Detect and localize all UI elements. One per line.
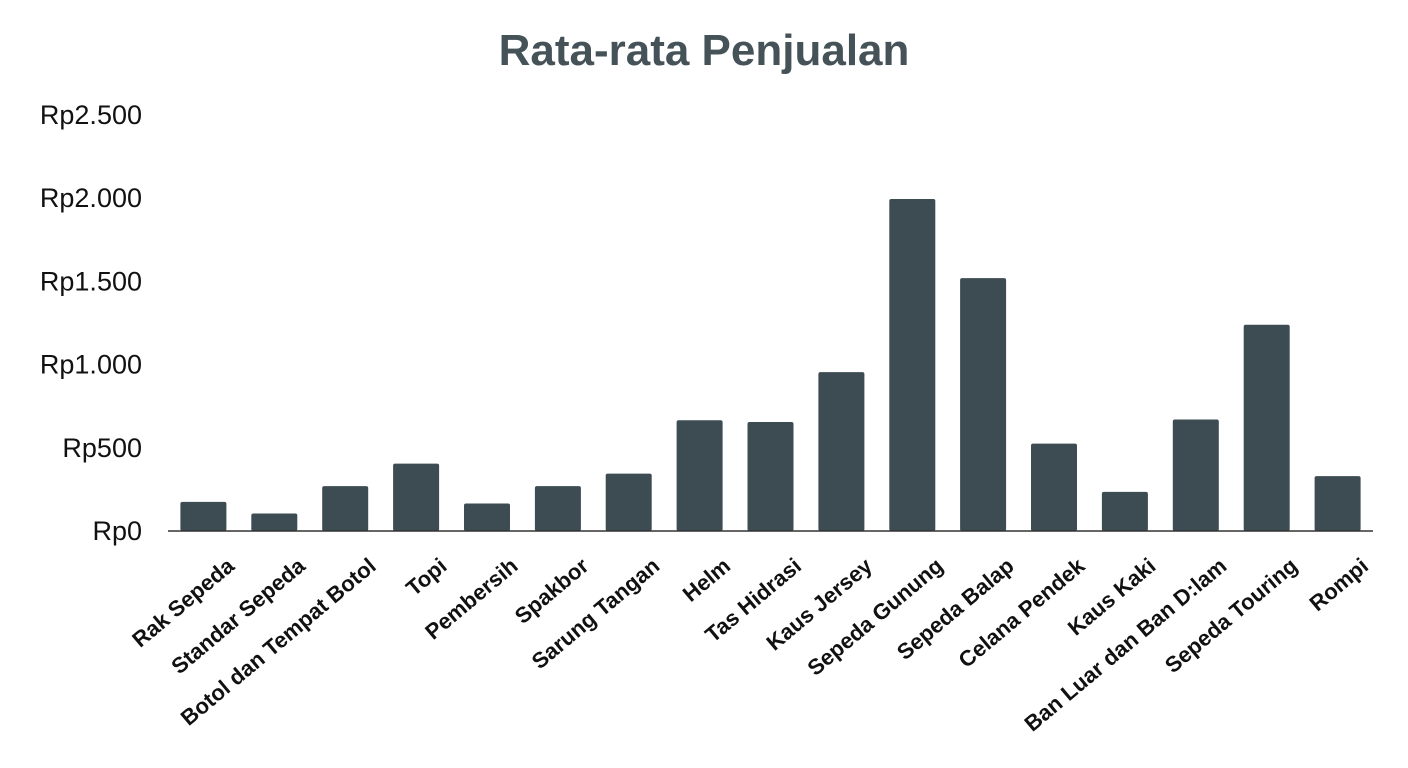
bar bbox=[1314, 476, 1361, 531]
y-tick-label: Rp1.500 bbox=[40, 266, 142, 296]
bar bbox=[464, 503, 510, 531]
chart-title: Rata-rata Penjualan bbox=[498, 26, 910, 75]
y-tick-label: Rp1.000 bbox=[40, 350, 142, 380]
bar bbox=[747, 422, 794, 531]
bar bbox=[1172, 419, 1219, 531]
bar bbox=[960, 278, 1007, 531]
x-tick-label: Sarung Tangan bbox=[527, 553, 664, 674]
bar bbox=[534, 486, 581, 531]
bar bbox=[251, 513, 298, 531]
x-tick-label: Celana Pendek bbox=[954, 552, 1091, 672]
x-tick-label: Topi bbox=[401, 553, 451, 601]
x-tick-label: Rompi bbox=[1305, 553, 1374, 616]
bar bbox=[322, 486, 369, 531]
y-axis: Rp0 Rp500 Rp1.000 Rp1.500 Rp2.000 Rp2.500 bbox=[40, 100, 142, 546]
y-tick-label: Rp2.500 bbox=[40, 100, 142, 130]
bar bbox=[605, 473, 652, 531]
bar bbox=[393, 463, 440, 531]
x-tick-label: Sepeda Touring bbox=[1160, 553, 1302, 678]
y-tick-label: Rp0 bbox=[92, 516, 142, 546]
bar bbox=[1101, 491, 1148, 531]
y-tick-label: Rp2.000 bbox=[40, 183, 142, 213]
bar bbox=[1243, 324, 1290, 531]
bar bbox=[889, 199, 936, 531]
bars bbox=[180, 199, 1361, 531]
bar bbox=[1031, 443, 1077, 531]
bar bbox=[676, 420, 723, 531]
bar bbox=[180, 501, 227, 531]
x-tick-label: Helm bbox=[678, 553, 735, 607]
bar bbox=[818, 372, 865, 531]
y-tick-label: Rp500 bbox=[62, 433, 142, 463]
